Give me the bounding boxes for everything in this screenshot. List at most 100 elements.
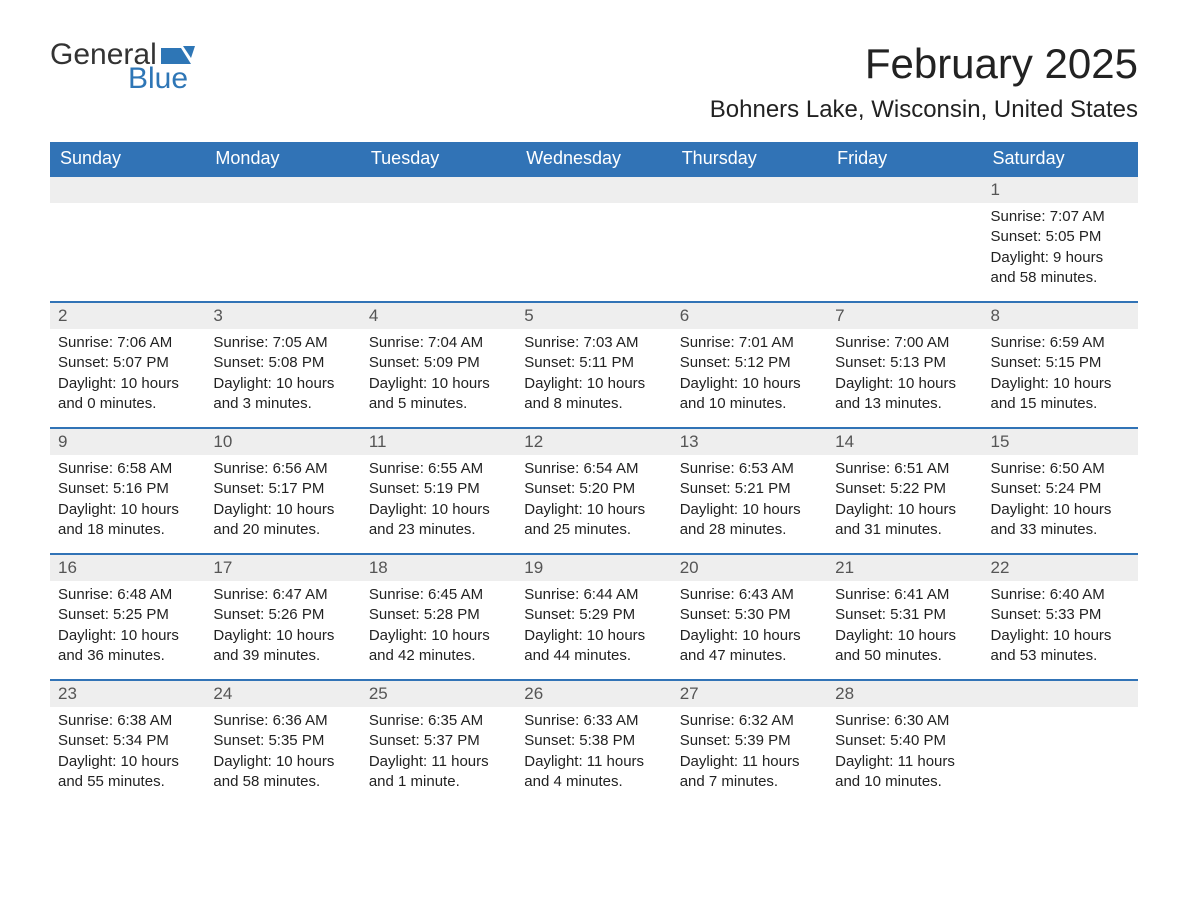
day-details: Sunrise: 6:45 AMSunset: 5:28 PMDaylight:… (361, 581, 516, 674)
daylight-line: Daylight: 10 hours and 44 minutes. (524, 626, 663, 667)
daylight-line: Daylight: 10 hours and 31 minutes. (835, 500, 974, 541)
brand-word-blue: Blue (128, 64, 195, 94)
day-details: Sunrise: 6:55 AMSunset: 5:19 PMDaylight:… (361, 455, 516, 548)
sunrise-line: Sunrise: 6:35 AM (369, 711, 508, 731)
day-details: Sunrise: 6:36 AMSunset: 5:35 PMDaylight:… (205, 707, 360, 800)
weekday-header: Friday (827, 142, 982, 176)
weekday-header: Saturday (983, 142, 1138, 176)
calendar-week-row: 16Sunrise: 6:48 AMSunset: 5:25 PMDayligh… (50, 554, 1138, 680)
day-number: 27 (672, 681, 827, 707)
calendar-cell-empty (361, 176, 516, 302)
calendar-header-row: SundayMondayTuesdayWednesdayThursdayFrid… (50, 142, 1138, 176)
daylight-line: Daylight: 10 hours and 25 minutes. (524, 500, 663, 541)
daylight-line: Daylight: 11 hours and 7 minutes. (680, 752, 819, 793)
day-details: Sunrise: 7:05 AMSunset: 5:08 PMDaylight:… (205, 329, 360, 422)
calendar-cell: 20Sunrise: 6:43 AMSunset: 5:30 PMDayligh… (672, 554, 827, 680)
sunrise-line: Sunrise: 6:48 AM (58, 585, 197, 605)
sunset-line: Sunset: 5:07 PM (58, 353, 197, 373)
sunset-line: Sunset: 5:21 PM (680, 479, 819, 499)
daylight-line: Daylight: 10 hours and 33 minutes. (991, 500, 1130, 541)
day-number (827, 177, 982, 203)
day-details: Sunrise: 6:38 AMSunset: 5:34 PMDaylight:… (50, 707, 205, 800)
sunset-line: Sunset: 5:08 PM (213, 353, 352, 373)
day-number (205, 177, 360, 203)
day-details: Sunrise: 6:51 AMSunset: 5:22 PMDaylight:… (827, 455, 982, 548)
sunrise-line: Sunrise: 7:05 AM (213, 333, 352, 353)
sunrise-line: Sunrise: 6:41 AM (835, 585, 974, 605)
day-details: Sunrise: 7:07 AMSunset: 5:05 PMDaylight:… (983, 203, 1138, 296)
day-number: 7 (827, 303, 982, 329)
day-details: Sunrise: 6:43 AMSunset: 5:30 PMDaylight:… (672, 581, 827, 674)
calendar-cell: 7Sunrise: 7:00 AMSunset: 5:13 PMDaylight… (827, 302, 982, 428)
sunset-line: Sunset: 5:29 PM (524, 605, 663, 625)
sunrise-line: Sunrise: 6:36 AM (213, 711, 352, 731)
calendar-cell: 2Sunrise: 7:06 AMSunset: 5:07 PMDaylight… (50, 302, 205, 428)
calendar-cell-empty (516, 176, 671, 302)
day-number: 21 (827, 555, 982, 581)
sunset-line: Sunset: 5:24 PM (991, 479, 1130, 499)
calendar-cell-empty (205, 176, 360, 302)
sunrise-line: Sunrise: 6:43 AM (680, 585, 819, 605)
day-details: Sunrise: 7:00 AMSunset: 5:13 PMDaylight:… (827, 329, 982, 422)
calendar-cell: 14Sunrise: 6:51 AMSunset: 5:22 PMDayligh… (827, 428, 982, 554)
day-number: 18 (361, 555, 516, 581)
day-number: 20 (672, 555, 827, 581)
title-block: February 2025 Bohners Lake, Wisconsin, U… (710, 40, 1138, 136)
sunrise-line: Sunrise: 6:47 AM (213, 585, 352, 605)
calendar-cell: 27Sunrise: 6:32 AMSunset: 5:39 PMDayligh… (672, 680, 827, 806)
calendar-cell-empty (50, 176, 205, 302)
calendar-cell: 4Sunrise: 7:04 AMSunset: 5:09 PMDaylight… (361, 302, 516, 428)
day-number: 11 (361, 429, 516, 455)
weekday-header: Monday (205, 142, 360, 176)
day-number: 10 (205, 429, 360, 455)
daylight-line: Daylight: 10 hours and 55 minutes. (58, 752, 197, 793)
flag-icon (161, 42, 195, 64)
sunrise-line: Sunrise: 6:38 AM (58, 711, 197, 731)
calendar-cell: 25Sunrise: 6:35 AMSunset: 5:37 PMDayligh… (361, 680, 516, 806)
calendar-cell: 13Sunrise: 6:53 AMSunset: 5:21 PMDayligh… (672, 428, 827, 554)
calendar-cell: 5Sunrise: 7:03 AMSunset: 5:11 PMDaylight… (516, 302, 671, 428)
header: General Blue February 2025 Bohners Lake,… (50, 40, 1138, 136)
weekday-header: Sunday (50, 142, 205, 176)
daylight-line: Daylight: 10 hours and 10 minutes. (680, 374, 819, 415)
sunset-line: Sunset: 5:37 PM (369, 731, 508, 751)
sunrise-line: Sunrise: 7:03 AM (524, 333, 663, 353)
calendar-cell: 28Sunrise: 6:30 AMSunset: 5:40 PMDayligh… (827, 680, 982, 806)
daylight-line: Daylight: 10 hours and 39 minutes. (213, 626, 352, 667)
day-details: Sunrise: 6:58 AMSunset: 5:16 PMDaylight:… (50, 455, 205, 548)
day-number: 24 (205, 681, 360, 707)
sunrise-line: Sunrise: 6:58 AM (58, 459, 197, 479)
calendar-cell: 10Sunrise: 6:56 AMSunset: 5:17 PMDayligh… (205, 428, 360, 554)
calendar-cell: 23Sunrise: 6:38 AMSunset: 5:34 PMDayligh… (50, 680, 205, 806)
day-number: 12 (516, 429, 671, 455)
day-number (672, 177, 827, 203)
sunrise-line: Sunrise: 6:55 AM (369, 459, 508, 479)
day-number: 6 (672, 303, 827, 329)
sunset-line: Sunset: 5:17 PM (213, 479, 352, 499)
brand-logo: General Blue (50, 40, 195, 94)
calendar-cell-empty (983, 680, 1138, 806)
sunset-line: Sunset: 5:35 PM (213, 731, 352, 751)
day-number: 16 (50, 555, 205, 581)
daylight-line: Daylight: 10 hours and 20 minutes. (213, 500, 352, 541)
calendar-cell-empty (672, 176, 827, 302)
sunset-line: Sunset: 5:26 PM (213, 605, 352, 625)
daylight-line: Daylight: 10 hours and 8 minutes. (524, 374, 663, 415)
sunset-line: Sunset: 5:16 PM (58, 479, 197, 499)
daylight-line: Daylight: 10 hours and 3 minutes. (213, 374, 352, 415)
day-number: 25 (361, 681, 516, 707)
day-details: Sunrise: 7:01 AMSunset: 5:12 PMDaylight:… (672, 329, 827, 422)
sunset-line: Sunset: 5:28 PM (369, 605, 508, 625)
day-details: Sunrise: 6:56 AMSunset: 5:17 PMDaylight:… (205, 455, 360, 548)
calendar-cell: 21Sunrise: 6:41 AMSunset: 5:31 PMDayligh… (827, 554, 982, 680)
calendar-week-row: 1Sunrise: 7:07 AMSunset: 5:05 PMDaylight… (50, 176, 1138, 302)
calendar-cell: 24Sunrise: 6:36 AMSunset: 5:35 PMDayligh… (205, 680, 360, 806)
calendar-cell: 26Sunrise: 6:33 AMSunset: 5:38 PMDayligh… (516, 680, 671, 806)
day-details: Sunrise: 7:06 AMSunset: 5:07 PMDaylight:… (50, 329, 205, 422)
calendar-cell: 15Sunrise: 6:50 AMSunset: 5:24 PMDayligh… (983, 428, 1138, 554)
daylight-line: Daylight: 10 hours and 42 minutes. (369, 626, 508, 667)
day-number: 14 (827, 429, 982, 455)
calendar-week-row: 9Sunrise: 6:58 AMSunset: 5:16 PMDaylight… (50, 428, 1138, 554)
day-details: Sunrise: 6:47 AMSunset: 5:26 PMDaylight:… (205, 581, 360, 674)
calendar-cell: 8Sunrise: 6:59 AMSunset: 5:15 PMDaylight… (983, 302, 1138, 428)
